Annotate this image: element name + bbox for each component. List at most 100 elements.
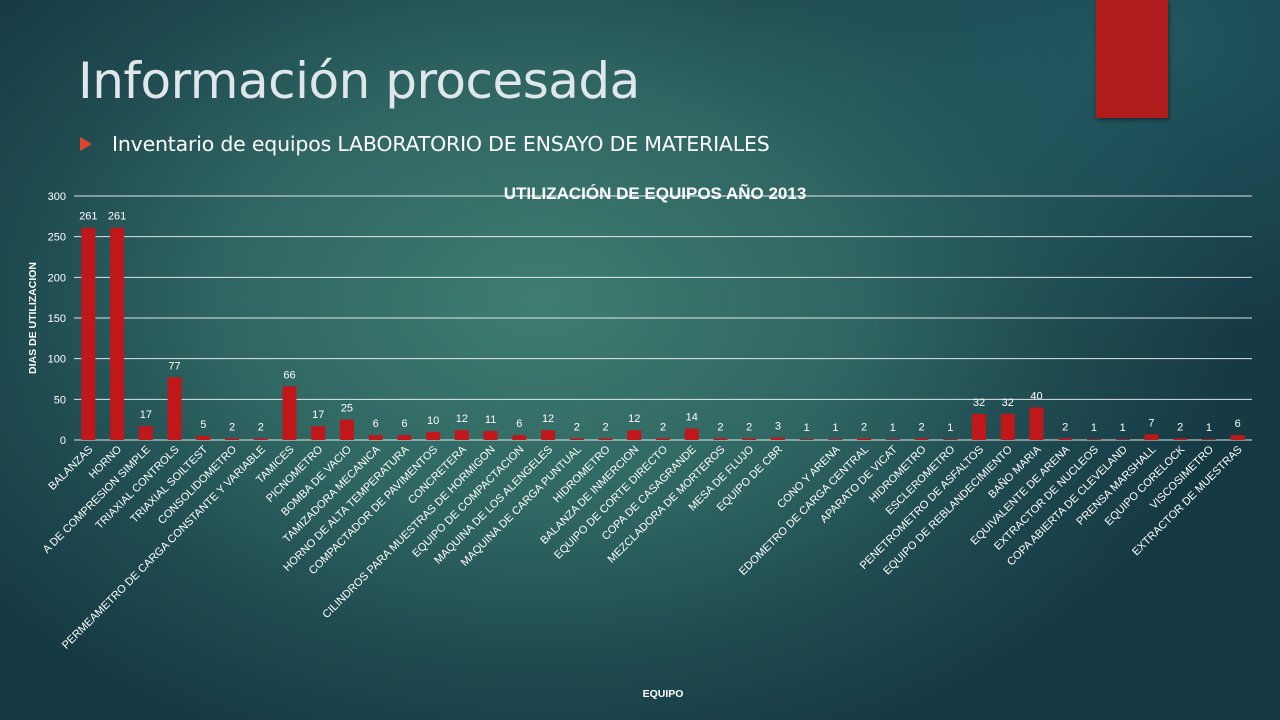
- bar: [110, 227, 125, 440]
- bar: [857, 438, 872, 440]
- bar: [138, 426, 153, 440]
- data-label: 2: [919, 421, 925, 433]
- data-label: 12: [456, 413, 468, 425]
- data-label: 1: [947, 422, 953, 434]
- bar: [1201, 439, 1216, 440]
- data-label: 2: [861, 421, 867, 433]
- data-label: 1: [804, 422, 810, 434]
- data-label: 11: [485, 414, 496, 426]
- bar: [541, 430, 556, 440]
- bar: [1115, 439, 1130, 440]
- data-label: 40: [1030, 390, 1042, 402]
- y-axis-title: DIAS DE UTILIZACION: [27, 262, 39, 374]
- bar: [368, 435, 383, 440]
- y-tick-label: 200: [48, 272, 66, 284]
- data-label: 32: [1002, 397, 1014, 409]
- data-label: 32: [973, 397, 985, 409]
- x-tick-label: A DE COMPRESION SIMPLE: [41, 444, 153, 556]
- y-tick-label: 250: [48, 232, 66, 244]
- bar: [1144, 434, 1159, 440]
- bar: [81, 227, 96, 440]
- data-label: 6: [1235, 418, 1241, 430]
- accent-tab: [1096, 0, 1168, 118]
- data-label: 6: [516, 418, 522, 430]
- y-tick-label: 150: [48, 313, 66, 325]
- bar: [770, 437, 785, 440]
- bar: [627, 430, 642, 440]
- bar: [1086, 439, 1101, 440]
- x-tick-label: BALANZAS: [46, 444, 95, 493]
- bar: [339, 419, 354, 440]
- data-label: 1: [890, 422, 896, 434]
- data-label: 25: [341, 403, 353, 415]
- bar: [1058, 438, 1073, 440]
- data-label: 2: [229, 421, 235, 433]
- data-label: 12: [628, 413, 640, 425]
- bar: [713, 438, 728, 440]
- data-label: 14: [686, 412, 698, 424]
- y-axis: 0 50 100 150 200 250 300: [48, 191, 66, 447]
- data-label: 2: [258, 421, 264, 433]
- data-label: 12: [542, 413, 554, 425]
- bar: [684, 428, 699, 440]
- bar: [253, 438, 268, 440]
- bar: [397, 435, 412, 440]
- data-label: 77: [168, 360, 180, 372]
- y-tick-label: 100: [48, 354, 66, 366]
- bullet-item: Inventario de equipos LABORATORIO DE ENS…: [80, 130, 770, 158]
- bar: [1173, 438, 1188, 440]
- y-tick-label: 0: [60, 435, 66, 447]
- slide-title: Información procesada: [78, 52, 640, 110]
- bar: [742, 438, 757, 440]
- bar: [1029, 407, 1044, 440]
- bar: [196, 435, 211, 440]
- bar: [311, 426, 326, 440]
- bar: [1230, 435, 1245, 440]
- data-label: 17: [140, 409, 152, 421]
- data-label: 7: [1148, 417, 1154, 429]
- bar: [512, 435, 527, 440]
- bar: [656, 438, 670, 440]
- data-label: 2: [1062, 421, 1068, 433]
- data-label: 1: [1120, 422, 1126, 434]
- bar: [828, 439, 843, 440]
- x-axis-title: EQUIPO: [643, 688, 684, 700]
- data-label: 2: [574, 421, 580, 433]
- data-label: 1: [832, 422, 838, 434]
- data-label: 6: [373, 418, 379, 430]
- bar: [1000, 413, 1015, 440]
- y-tick-label: 300: [48, 191, 66, 203]
- bar: [799, 439, 814, 440]
- data-label: 2: [602, 421, 608, 433]
- bar: [426, 431, 441, 440]
- data-label: 2: [717, 421, 723, 433]
- data-label: 2: [746, 421, 752, 433]
- bar: [282, 386, 297, 440]
- data-label: 1: [1091, 422, 1097, 434]
- bar: [569, 438, 584, 440]
- data-label: 2: [1177, 421, 1183, 433]
- data-label: 3: [775, 421, 781, 433]
- data-label: 6: [401, 418, 407, 430]
- data-label: 66: [283, 369, 295, 381]
- data-label: 5: [200, 419, 206, 431]
- bar: [454, 430, 469, 440]
- bar: [972, 413, 987, 440]
- bar: [225, 438, 240, 440]
- data-label: 10: [427, 415, 439, 427]
- data-label: 2: [660, 421, 666, 433]
- bar: [943, 439, 958, 440]
- bullet-text: Inventario de equipos LABORATORIO DE ENS…: [112, 132, 770, 156]
- grid-lines: [74, 195, 1252, 441]
- triangle-bullet-icon: [80, 137, 92, 151]
- bars: [81, 227, 1245, 440]
- bar: [598, 438, 613, 440]
- data-label: 261: [79, 211, 97, 223]
- bar: [483, 431, 498, 440]
- data-label: 1: [1206, 422, 1212, 434]
- bar: [885, 439, 900, 440]
- bar: [914, 438, 929, 440]
